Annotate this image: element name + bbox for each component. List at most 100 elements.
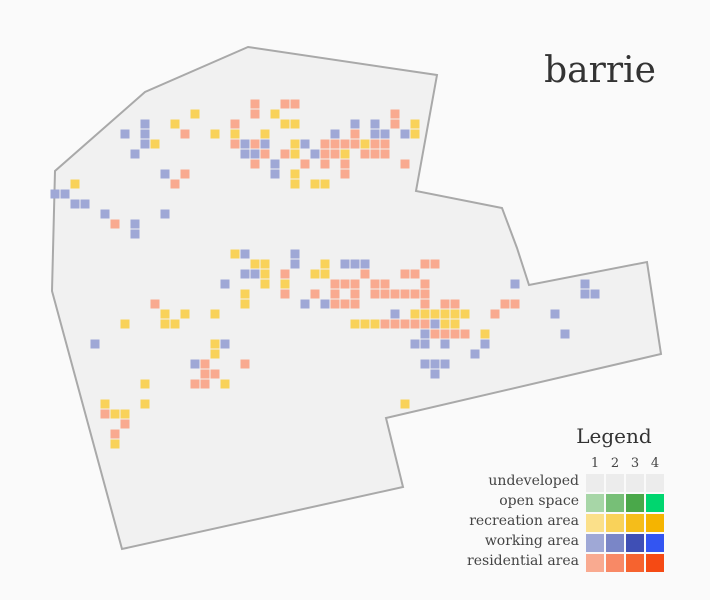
working-cell — [350, 259, 360, 269]
residential-cell — [150, 299, 160, 309]
residential-cell — [440, 299, 450, 309]
working-cell — [70, 199, 80, 209]
residential-cell — [360, 149, 370, 159]
working-cell — [330, 129, 340, 139]
residential-cell — [330, 299, 340, 309]
legend-swatch — [646, 554, 664, 572]
working-cell — [160, 169, 170, 179]
recreation-cell — [260, 269, 270, 279]
working-cell — [580, 289, 590, 299]
recreation-cell — [350, 319, 360, 329]
residential-cell — [310, 289, 320, 299]
working-cell — [590, 289, 600, 299]
residential-cell — [290, 99, 300, 109]
residential-cell — [280, 149, 290, 159]
working-cell — [220, 279, 230, 289]
working-cell — [220, 339, 230, 349]
legend-swatch — [646, 474, 664, 492]
working-cell — [90, 339, 100, 349]
legend-swatch — [606, 514, 624, 532]
working-cell — [240, 149, 250, 159]
legend-swatch — [646, 514, 664, 532]
working-cell — [440, 339, 450, 349]
residential-cell — [180, 169, 190, 179]
residential-cell — [320, 149, 330, 159]
residential-cell — [180, 129, 190, 139]
recreation-cell — [360, 319, 370, 329]
working-cell — [360, 259, 370, 269]
residential-cell — [410, 269, 420, 279]
working-cell — [430, 369, 440, 379]
residential-cell — [200, 379, 210, 389]
working-cell — [250, 149, 260, 159]
recreation-cell — [430, 309, 440, 319]
recreation-cell — [370, 319, 380, 329]
residential-cell — [400, 159, 410, 169]
residential-cell — [250, 109, 260, 119]
residential-cell — [490, 309, 500, 319]
recreation-cell — [70, 179, 80, 189]
working-cell — [300, 139, 310, 149]
working-cell — [140, 119, 150, 129]
residential-cell — [340, 169, 350, 179]
residential-cell — [350, 279, 360, 289]
legend-swatch — [606, 534, 624, 552]
recreation-cell — [240, 299, 250, 309]
working-cell — [240, 139, 250, 149]
recreation-cell — [160, 309, 170, 319]
recreation-cell — [210, 309, 220, 319]
recreation-cell — [320, 269, 330, 279]
working-cell — [340, 259, 350, 269]
recreation-cell — [290, 149, 300, 159]
working-cell — [390, 309, 400, 319]
residential-cell — [370, 279, 380, 289]
residential-cell — [200, 359, 210, 369]
residential-cell — [330, 279, 340, 289]
recreation-cell — [230, 249, 240, 259]
residential-cell — [380, 279, 390, 289]
residential-cell — [110, 429, 120, 439]
legend-label-undeveloped: undeveloped — [488, 473, 579, 489]
legend-swatch — [626, 554, 644, 572]
residential-cell — [430, 329, 440, 339]
working-cell — [140, 139, 150, 149]
legend-swatch — [626, 474, 644, 492]
residential-cell — [100, 409, 110, 419]
legend-swatch — [606, 494, 624, 512]
residential-cell — [400, 289, 410, 299]
residential-cell — [300, 159, 310, 169]
working-cell — [480, 339, 490, 349]
working-cell — [100, 209, 110, 219]
legend-swatch — [626, 494, 644, 512]
residential-cell — [370, 289, 380, 299]
recreation-cell — [260, 129, 270, 139]
working-cell — [160, 209, 170, 219]
residential-cell — [400, 319, 410, 329]
legend-column-4: 4 — [650, 456, 660, 471]
residential-cell — [340, 279, 350, 289]
legend-label-open-space: open space — [499, 493, 579, 509]
legend-swatch — [646, 494, 664, 512]
recreation-cell — [150, 139, 160, 149]
residential-cell — [350, 129, 360, 139]
legend-title: Legend — [576, 424, 652, 448]
residential-cell — [330, 139, 340, 149]
residential-cell — [340, 139, 350, 149]
working-cell — [260, 139, 270, 149]
working-cell — [120, 129, 130, 139]
residential-cell — [380, 139, 390, 149]
working-cell — [420, 339, 430, 349]
recreation-cell — [120, 319, 130, 329]
residential-cell — [410, 289, 420, 299]
recreation-cell — [210, 349, 220, 359]
residential-cell — [190, 379, 200, 389]
working-cell — [290, 259, 300, 269]
residential-cell — [240, 359, 250, 369]
recreation-cell — [280, 119, 290, 129]
recreation-cell — [410, 119, 420, 129]
recreation-cell — [290, 119, 300, 129]
recreation-cell — [440, 309, 450, 319]
working-cell — [80, 199, 90, 209]
recreation-cell — [110, 439, 120, 449]
